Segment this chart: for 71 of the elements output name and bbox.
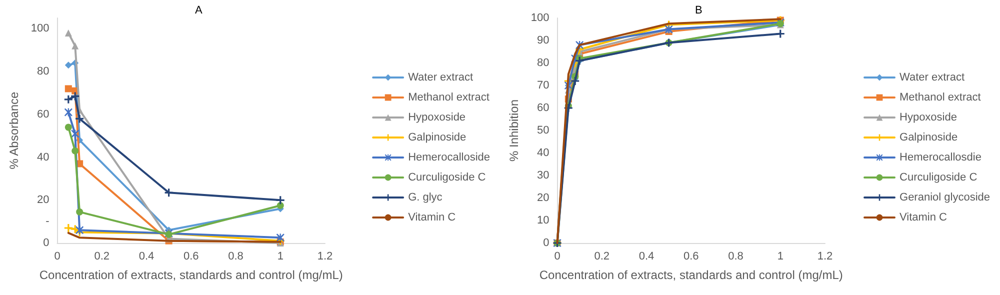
- legend-label: Water extract: [408, 72, 474, 84]
- x-tick-label: 1.2: [817, 250, 833, 262]
- y-tick-label: 0: [543, 237, 550, 249]
- point: [64, 108, 72, 116]
- legend-label: Hemerocallosdie: [900, 152, 982, 164]
- point: [71, 92, 80, 100]
- point: [164, 188, 173, 197]
- x-axis-title: Concentration of extracts, standards and control (mg/mL): [39, 268, 343, 282]
- x-tick-label: 1.2: [317, 250, 333, 262]
- x-tick-label: 0.2: [94, 250, 110, 262]
- point: [64, 85, 72, 92]
- y-tick-label: 30: [537, 170, 550, 182]
- legend-label: Curculigoside C: [900, 172, 978, 184]
- point: [276, 202, 284, 209]
- x-tick-label: 0.4: [638, 250, 654, 262]
- point: [76, 208, 84, 216]
- x-tick-label: 1: [277, 250, 284, 262]
- y-tick-label: 60: [37, 108, 50, 120]
- y-tick-label: 100: [30, 22, 50, 35]
- x-tick-label: 0: [54, 250, 60, 262]
- y-tick-label: 100: [530, 12, 550, 24]
- y-tick-label: 80: [37, 66, 50, 78]
- chart-title: A: [195, 4, 203, 16]
- y-tick-label: 60: [537, 102, 550, 114]
- x-tick-label: 1: [777, 250, 784, 262]
- point: [64, 95, 72, 104]
- y-axis-title: % Absorbance: [7, 91, 21, 170]
- point: [64, 30, 72, 36]
- y-tick-label: -: [46, 216, 50, 228]
- x-tick-label: 0.6: [683, 250, 699, 262]
- x-tick-label: 0.8: [728, 250, 744, 262]
- legend-label: G. glyc: [408, 192, 443, 204]
- y-tick-label: 20: [37, 194, 50, 206]
- y-tick-label: 20: [537, 192, 550, 204]
- legend-label: Galpinoside: [900, 132, 958, 144]
- legend-label: Galpinoside: [408, 132, 466, 144]
- point: [776, 30, 784, 38]
- point: [276, 196, 284, 204]
- point: [72, 147, 79, 154]
- y-tick-label: 0: [43, 237, 50, 249]
- point: [64, 124, 72, 131]
- y-axis-title: % Inhibition: [507, 99, 521, 162]
- point: [571, 77, 580, 85]
- x-tick-label: 0.4: [138, 250, 154, 262]
- legend-label: Vitamin C: [900, 212, 948, 224]
- point: [64, 224, 72, 232]
- point: [72, 42, 79, 50]
- legend-label: Vitamin C: [408, 212, 456, 224]
- y-tick-label: 40: [37, 151, 50, 164]
- legend-label: Hypoxoside: [900, 112, 957, 124]
- y-tick-label: 10: [537, 214, 550, 226]
- x-axis-title: Concentration of extracts, standards and control (mg/mL): [539, 268, 843, 282]
- x-tick-label: 0.2: [594, 250, 610, 262]
- legend-label: Curculigoside C: [408, 172, 486, 184]
- legend-label: Water extract: [900, 72, 965, 84]
- y-tick-label: 50: [537, 124, 550, 136]
- legend-label: Methanol extract: [408, 92, 490, 104]
- x-tick-label: 0: [554, 250, 560, 262]
- legend-label: Methanol extract: [900, 92, 981, 104]
- x-tick-label: 0.6: [183, 250, 199, 262]
- x-tick-label: 0.8: [228, 250, 244, 262]
- y-tick-label: 70: [537, 80, 550, 92]
- point: [76, 114, 84, 123]
- point: [64, 62, 72, 69]
- y-tick-label: 40: [537, 147, 550, 159]
- legend-label: Geraniol glycoside: [900, 192, 990, 204]
- legend-label: Hemerocalloside: [408, 152, 490, 164]
- y-tick-label: 90: [537, 34, 550, 46]
- chart-title: B: [695, 4, 702, 16]
- legend-label: Hypoxoside: [408, 112, 466, 124]
- y-tick-label: 80: [537, 57, 550, 69]
